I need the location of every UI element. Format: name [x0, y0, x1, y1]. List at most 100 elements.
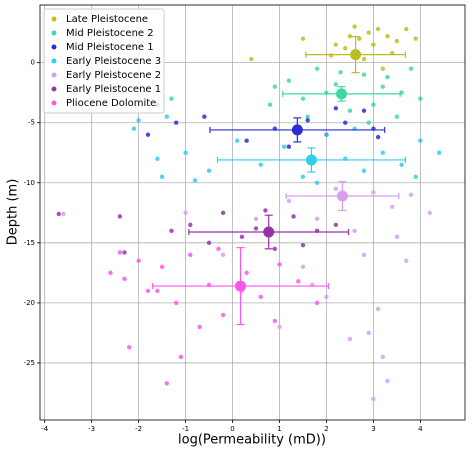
scatter-point	[117, 214, 123, 219]
legend-label: Early Pleistocene 1	[66, 84, 161, 95]
scatter-point	[380, 150, 386, 155]
scatter-point	[291, 214, 296, 219]
x-tick-label: 1	[277, 425, 281, 433]
scatter-point	[192, 178, 198, 183]
scatter-point	[206, 168, 212, 173]
scatter-point	[357, 36, 362, 41]
scatter-point	[347, 34, 353, 39]
scatter-point	[272, 318, 278, 324]
scatter-point	[183, 150, 188, 155]
scatter-point	[178, 354, 184, 360]
scatter-point	[272, 84, 278, 89]
scatter-point	[244, 270, 249, 276]
scatter-point	[239, 234, 245, 240]
scatter-point	[277, 324, 282, 330]
scatter-point	[314, 300, 320, 306]
scatter-point	[361, 108, 367, 113]
scatter-point	[375, 306, 381, 312]
scatter-point	[173, 120, 179, 125]
scatter-point	[404, 258, 409, 264]
scatter-point	[314, 216, 320, 222]
scatter-point	[361, 252, 367, 258]
scatter-point	[220, 210, 226, 216]
scatter-point	[394, 234, 400, 240]
plot-frame	[39, 4, 466, 421]
scatter-point	[286, 78, 292, 83]
scatter-point	[145, 288, 151, 294]
legend-label: Early Pleistocene 2	[66, 70, 161, 81]
scatter-point	[159, 264, 165, 270]
y-tick-label: 0	[31, 59, 35, 67]
legend-marker	[51, 58, 57, 64]
scatter-point	[272, 246, 278, 252]
scatter-point	[286, 144, 292, 149]
scatter-point	[216, 246, 221, 252]
scatter-point	[314, 180, 320, 185]
scatter-point	[366, 330, 371, 336]
mean-point	[336, 190, 348, 202]
scatter-point	[300, 174, 306, 179]
scatter-point	[399, 162, 404, 167]
scatter-point	[408, 66, 414, 71]
scatter-point	[338, 70, 343, 75]
scatter-point	[380, 66, 386, 71]
scatter-point	[385, 74, 390, 80]
scatter-point	[155, 288, 160, 294]
scatter-point	[56, 211, 61, 217]
scatter-point	[385, 34, 390, 39]
scatter-point	[202, 114, 207, 119]
scatter-point	[188, 252, 193, 258]
scatter-point	[305, 118, 310, 123]
legend-label: Early Pleistocene 3	[66, 56, 161, 67]
legend: Late Pleistocene Mid Pleistocene 2 Mid Ple…	[43, 8, 165, 114]
y-tick-label: -5	[28, 119, 35, 127]
scatter-point	[267, 102, 273, 107]
x-tick-label: -4	[41, 425, 49, 433]
scatter-point	[347, 336, 353, 342]
scatter-point	[281, 144, 287, 149]
scatter-point	[413, 174, 418, 179]
scatter-point	[220, 252, 226, 258]
scatter-point	[220, 312, 226, 318]
legend-marker	[51, 72, 57, 78]
scatter-point	[366, 30, 371, 35]
legend-label: Late Pleistocene	[66, 14, 148, 25]
scatter-point	[173, 300, 179, 306]
scatter-point	[390, 204, 395, 209]
y-tick-label: -15	[24, 239, 35, 247]
x-tick-label: 3	[371, 425, 375, 433]
scatter-point	[333, 222, 339, 228]
scatter-point	[404, 26, 409, 32]
x-tick-label: -1	[182, 425, 189, 433]
scatter-point	[277, 262, 282, 267]
legend-marker	[51, 100, 57, 106]
scatter-point	[366, 120, 371, 125]
scatter-point	[296, 279, 301, 284]
scatter-point	[286, 198, 292, 203]
scatter-point	[371, 102, 376, 107]
scatter-point	[122, 276, 127, 282]
scatter-point	[249, 56, 254, 62]
scatter-point	[61, 211, 66, 217]
scatter-point	[418, 138, 423, 143]
legend-box	[43, 8, 165, 114]
scatter-point	[108, 270, 113, 276]
scatter-point	[155, 156, 160, 161]
scatter-point	[305, 114, 310, 119]
legend-marker	[51, 16, 57, 22]
scatter-point	[333, 42, 339, 47]
scatter-point	[361, 72, 367, 77]
x-tick-label: -2	[135, 425, 142, 433]
scatter-point	[394, 114, 400, 119]
scatter-point	[385, 378, 390, 384]
scatter-point	[117, 250, 123, 255]
scatter-point	[394, 38, 400, 44]
scatter-point	[408, 192, 414, 197]
scatter-point	[427, 210, 432, 216]
scatter-point	[136, 258, 141, 264]
scatter-point	[375, 26, 381, 32]
scatter-point	[183, 210, 188, 216]
mean-point	[335, 88, 347, 100]
scatter-point	[244, 138, 249, 143]
y-tick-label: -25	[24, 359, 35, 367]
